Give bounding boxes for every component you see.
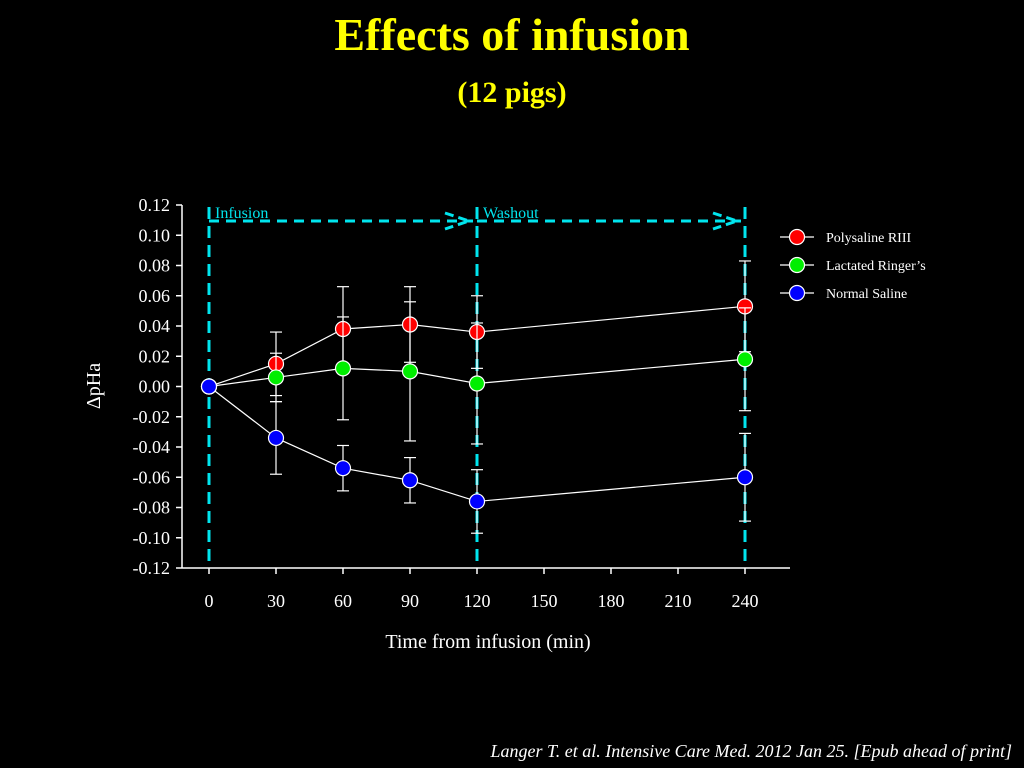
- phase-label: Washout: [483, 205, 539, 222]
- x-tick-label: 120: [464, 591, 491, 611]
- data-point: [401, 472, 419, 489]
- x-tick-label: 30: [267, 591, 285, 611]
- legend-marker: [788, 284, 806, 302]
- y-tick-label: -0.10: [133, 528, 171, 548]
- data-point: [736, 469, 754, 486]
- data-point: [468, 375, 486, 392]
- legend-layer: Polysaline RIII Lactated Ringer’s Normal S…: [780, 228, 926, 302]
- y-tick-label: 0.12: [139, 195, 171, 215]
- y-tick-label: -0.02: [133, 407, 171, 427]
- y-tick-label: 0.10: [139, 225, 171, 245]
- data-point: [267, 429, 285, 447]
- slide-subtitle: (12 pigs): [457, 76, 567, 109]
- series-line: [208, 305, 746, 388]
- data-point: [267, 369, 285, 386]
- y-tick-label: 0.08: [139, 256, 171, 276]
- legend-label: Polysaline RIII: [826, 231, 911, 246]
- x-tick-label: 0: [205, 591, 214, 611]
- legend-label: Normal Saline: [826, 287, 907, 302]
- data-point: [200, 378, 218, 395]
- y-axis-label: ΔpHa: [83, 363, 105, 409]
- series-group: [200, 378, 754, 534]
- y-tick-label: -0.06: [133, 467, 171, 487]
- legend-label: Lactated Ringer’s: [826, 259, 926, 274]
- x-tick-label: 90: [401, 591, 419, 611]
- data-point: [334, 460, 352, 477]
- axis-layer: 0.12 0.10 0.08 0.06 0.04 0.02 0.00 -0.02 -0.04 -0…: [133, 195, 790, 611]
- x-axis-label: Time from infusion (min): [385, 631, 590, 653]
- series-layer: [200, 260, 754, 534]
- x-tick-label: 150: [531, 591, 558, 611]
- data-point: [334, 360, 352, 377]
- phase-arrow-head: [444, 211, 474, 231]
- x-tick-label: 240: [732, 591, 759, 611]
- legend-marker: [788, 256, 806, 274]
- slide-title: Effects of infusion: [334, 9, 690, 60]
- series-group: [200, 301, 754, 445]
- legend-marker: [788, 228, 806, 246]
- phase-label: Infusion: [215, 205, 268, 222]
- y-tick-label: -0.12: [133, 558, 171, 578]
- x-tick-label: 60: [334, 591, 352, 611]
- phase-arrow-head: [712, 211, 742, 231]
- x-tick-label: 180: [598, 591, 625, 611]
- data-point: [468, 493, 486, 510]
- series-line: [208, 386, 746, 503]
- y-tick-label: 0.00: [139, 377, 171, 397]
- y-tick-label: -0.04: [133, 437, 171, 457]
- data-point: [736, 351, 754, 368]
- y-tick-label: 0.02: [139, 346, 171, 366]
- x-tick-label: 210: [665, 591, 692, 611]
- y-tick-label: -0.08: [133, 498, 171, 518]
- series-line: [208, 358, 746, 388]
- y-tick-label: 0.06: [139, 286, 171, 306]
- citation: Langer T. et al. Intensive Care Med. 201…: [490, 741, 1012, 761]
- y-tick-label: 0.04: [139, 316, 171, 336]
- data-point: [401, 363, 419, 380]
